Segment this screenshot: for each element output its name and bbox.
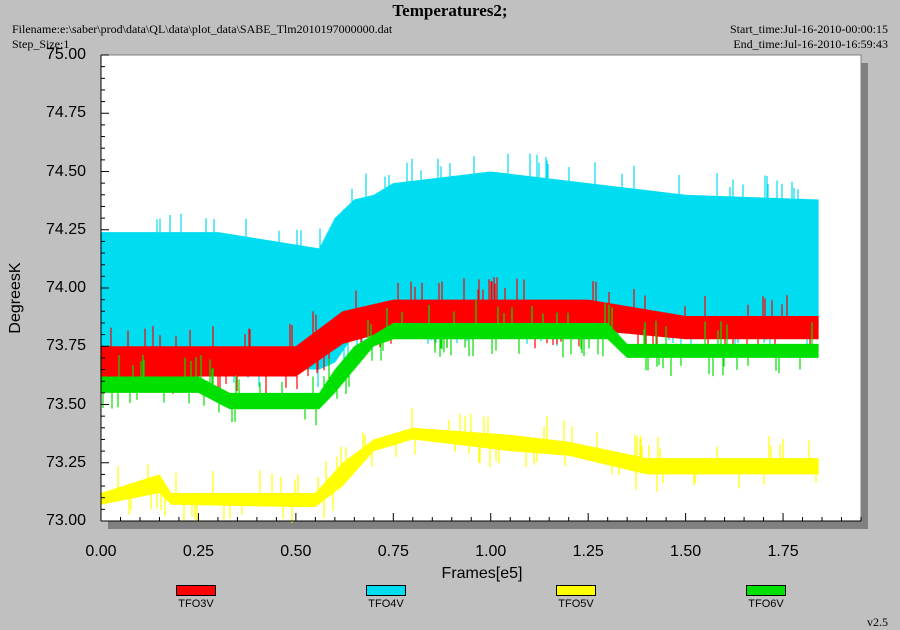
step-size-text: Step_Size:1 xyxy=(12,37,70,51)
legend-swatch xyxy=(746,585,786,596)
y-tick-label: 73.75 xyxy=(45,337,86,355)
legend-swatch xyxy=(556,585,596,596)
x-tick-label: 0.00 xyxy=(85,543,117,560)
legend-swatch xyxy=(176,585,216,596)
start-time-text: Start_time:Jul-16-2010-00:00:15 xyxy=(730,22,888,36)
legend-label: TFO3V xyxy=(178,598,214,610)
y-axis-label: DegreesK xyxy=(7,262,24,334)
y-tick-label: 73.50 xyxy=(45,395,86,413)
chart-title: Temperatures2; xyxy=(392,1,508,20)
y-tick-label: 74.25 xyxy=(45,220,86,238)
y-tick-label: 74.00 xyxy=(45,279,86,296)
legend-item-tfo4v: TFO4V xyxy=(346,585,426,610)
x-tick-label: 1.75 xyxy=(767,543,799,560)
end-time-text: End_time:Jul-16-2010-16:59:43 xyxy=(733,37,888,51)
x-tick-label: 0.25 xyxy=(182,543,214,560)
x-tick-label: 1.00 xyxy=(475,543,507,560)
legend-label: TFO5V xyxy=(558,598,594,610)
legend-item-tfo3v: TFO3V xyxy=(156,585,236,610)
filename-text: Filename:e:\saber\prod\data\QL\data\plot… xyxy=(12,22,393,36)
y-tick-label: 74.50 xyxy=(45,162,86,180)
legend-label: TFO4V xyxy=(368,598,404,610)
y-tick-label: 75.00 xyxy=(45,46,86,63)
x-axis-label: Frames[e5] xyxy=(441,565,523,582)
legend-item-tfo5v: TFO5V xyxy=(536,585,616,610)
legend-item-tfo6v: TFO6V xyxy=(726,585,806,610)
y-tick-label: 73.25 xyxy=(45,453,86,471)
x-tick-label: 1.25 xyxy=(572,543,604,560)
legend-label: TFO6V xyxy=(748,598,784,610)
version-label: v2.5 xyxy=(867,615,888,629)
y-tick-label: 74.75 xyxy=(45,104,86,122)
legend-swatch xyxy=(366,585,406,596)
x-tick-label: 0.75 xyxy=(377,543,409,560)
x-tick-label: 0.50 xyxy=(280,543,312,560)
y-tick-label: 73.00 xyxy=(45,512,86,529)
x-tick-label: 1.50 xyxy=(670,543,702,560)
